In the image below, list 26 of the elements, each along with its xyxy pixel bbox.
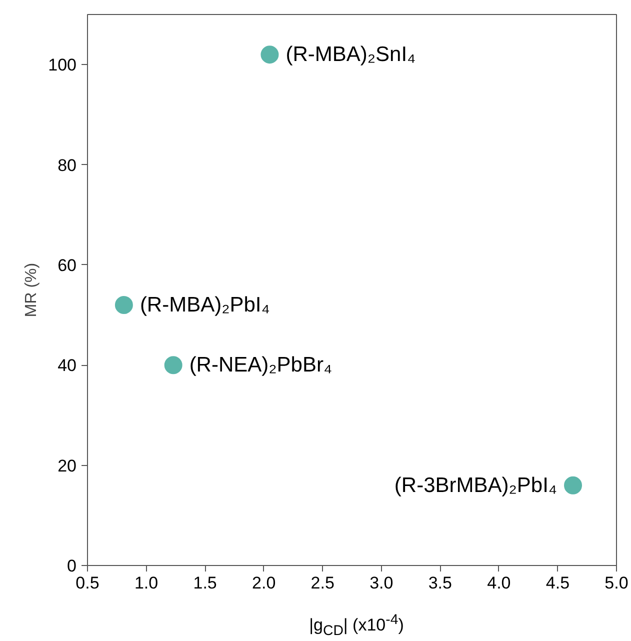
x-tick-label: 5.0 — [604, 574, 628, 592]
x-tick-label: 4.0 — [487, 574, 511, 592]
x-axis-title: |g$_{CD}$| (x10$^{-4}$) — [308, 611, 405, 641]
y-tick-label: 80 — [58, 156, 77, 175]
x-tick-label: 3.0 — [370, 574, 394, 592]
annotation: (R-MBA)₂PbI₄ — [140, 294, 270, 317]
y-tick-label: 20 — [58, 456, 77, 476]
y-axis-title: MR (%) — [23, 262, 40, 318]
x-tick-label: 0.5 — [76, 574, 100, 592]
point — [564, 476, 582, 494]
x-tick-label: 1.0 — [134, 574, 158, 592]
annotation: (R-3BrMBA)₂PbI₄ — [394, 474, 558, 497]
point — [164, 356, 182, 374]
y-tick-label: 100 — [48, 56, 77, 75]
x-tick-label: 2.5 — [310, 574, 334, 592]
x-tick-label: 1.5 — [193, 574, 217, 592]
point — [260, 46, 279, 64]
y-tick-label: 40 — [58, 356, 77, 376]
point — [114, 296, 133, 314]
y-tick-label: 60 — [58, 256, 77, 275]
x-tick-label: 4.5 — [546, 574, 570, 592]
y-tick-label: 0 — [67, 556, 77, 576]
annotation: (R-MBA)₂SnI₄ — [286, 43, 416, 66]
x-tick-label: 2.0 — [252, 574, 276, 592]
x-tick-label: 3.5 — [428, 574, 452, 592]
annotation: (R-NEA)₂PbBr₄ — [189, 354, 332, 377]
